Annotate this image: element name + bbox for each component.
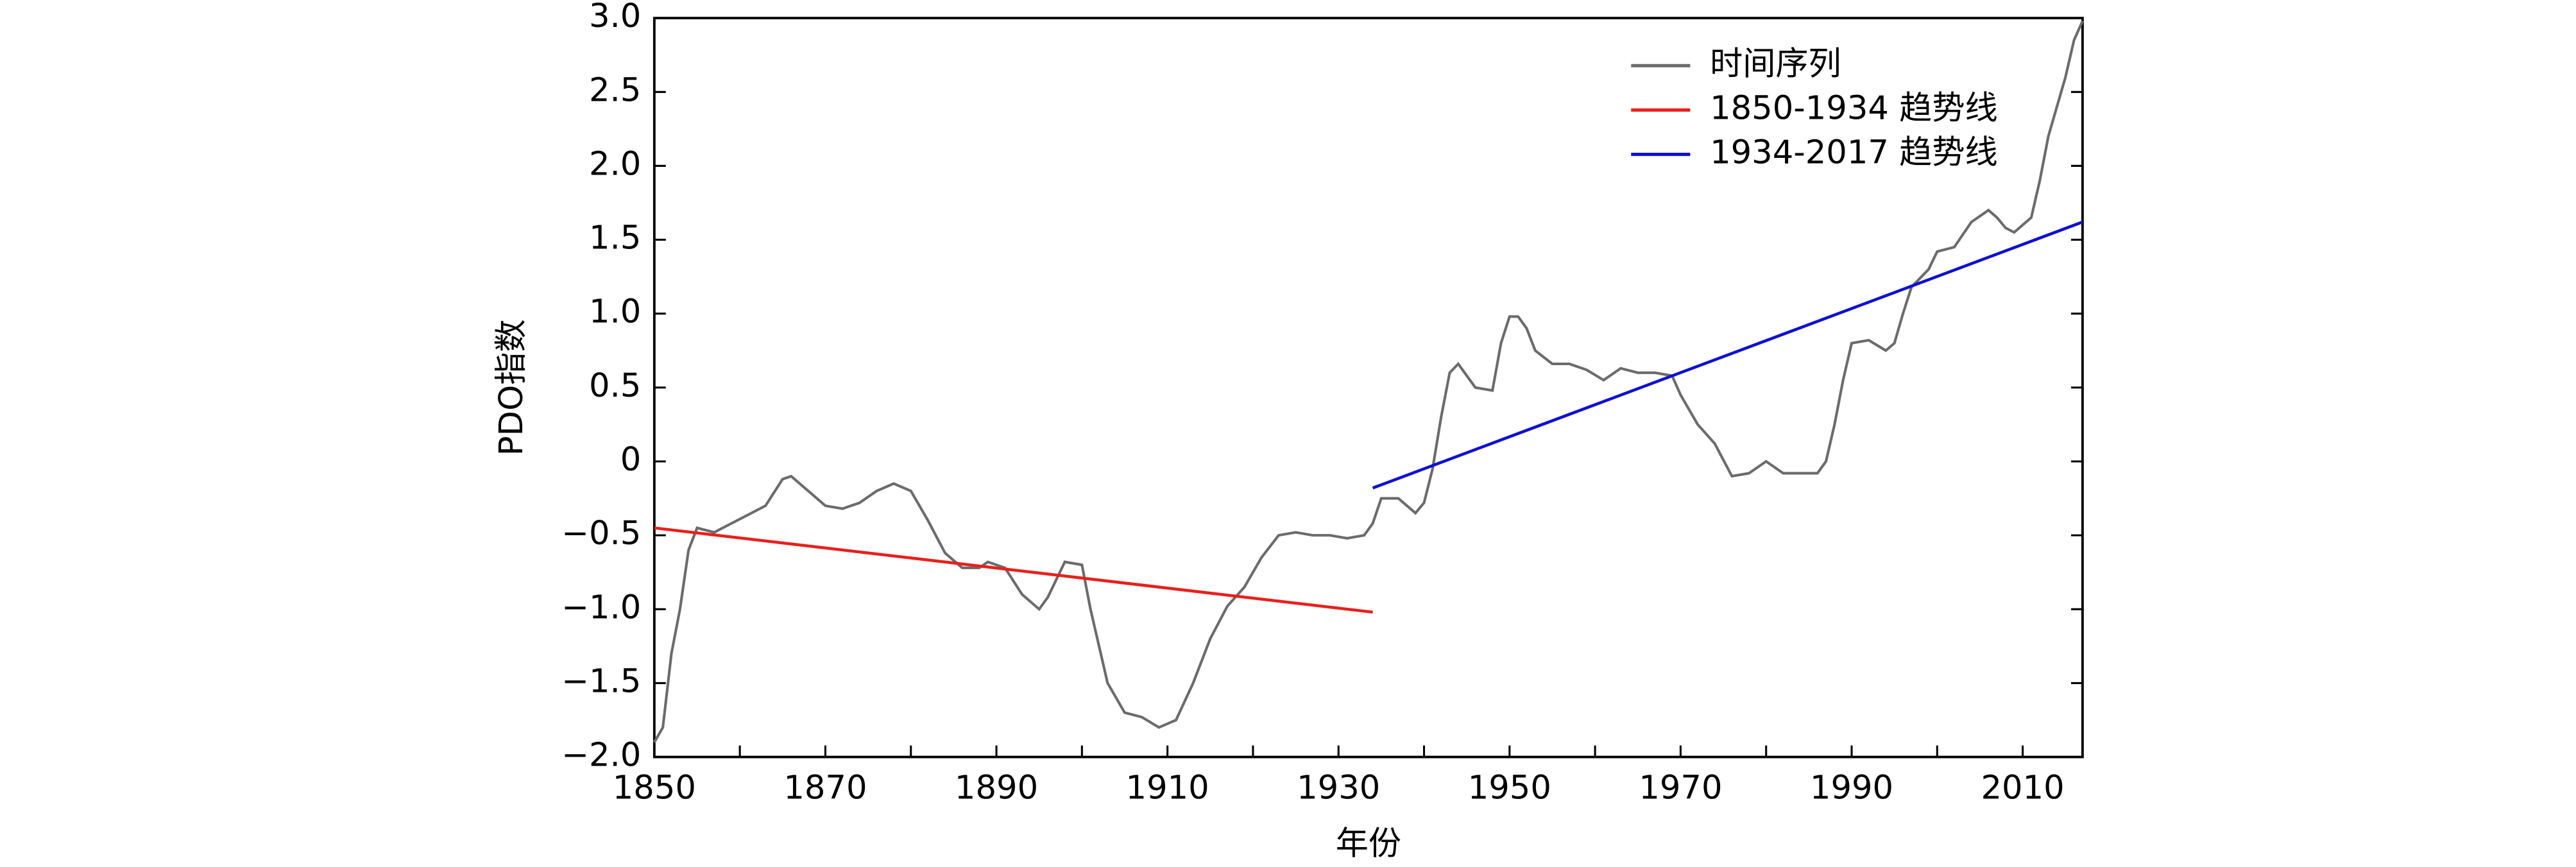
y-tick-label: 3.0 — [589, 0, 641, 35]
y-tick-label: −0.5 — [561, 515, 641, 553]
y-tick-label: −2.0 — [561, 737, 641, 775]
x-tick-label: 2010 — [1981, 769, 2065, 807]
y-tick-label: −1.5 — [561, 662, 641, 700]
legend-label: 1934-2017 趋势线 — [1710, 134, 1998, 172]
x-tick-label: 1950 — [1468, 769, 1551, 807]
x-tick-label: 1890 — [955, 769, 1038, 807]
y-tick-label: 1.0 — [589, 293, 641, 331]
x-tick-label: 1990 — [1810, 769, 1893, 807]
plot-frame — [653, 17, 2084, 759]
x-axis-label: 年份 — [1336, 825, 1401, 863]
series-line — [654, 526, 1373, 614]
y-tick-label: 0 — [620, 441, 642, 479]
y-tick-label: 1.5 — [589, 219, 641, 257]
x-tick-label: 1910 — [1126, 769, 1209, 807]
y-tick-label: 2.5 — [589, 71, 641, 109]
x-tick-label: 1930 — [1297, 769, 1380, 807]
x-tick-label: 1850 — [613, 769, 696, 807]
x-tick-label: 1870 — [783, 769, 867, 807]
series-line — [653, 20, 2084, 743]
y-tick-label: −1.0 — [561, 588, 641, 626]
y-tick-label: 0.5 — [589, 367, 641, 405]
y-tick-label: 2.0 — [589, 145, 641, 183]
x-tick-label: 1970 — [1639, 769, 1722, 807]
y-axis-label: PDO指数 — [493, 319, 531, 456]
legend-label: 1850-1934 趋势线 — [1710, 89, 1998, 127]
legend-label: 时间序列 — [1710, 45, 1841, 83]
series-line — [1372, 220, 2083, 490]
